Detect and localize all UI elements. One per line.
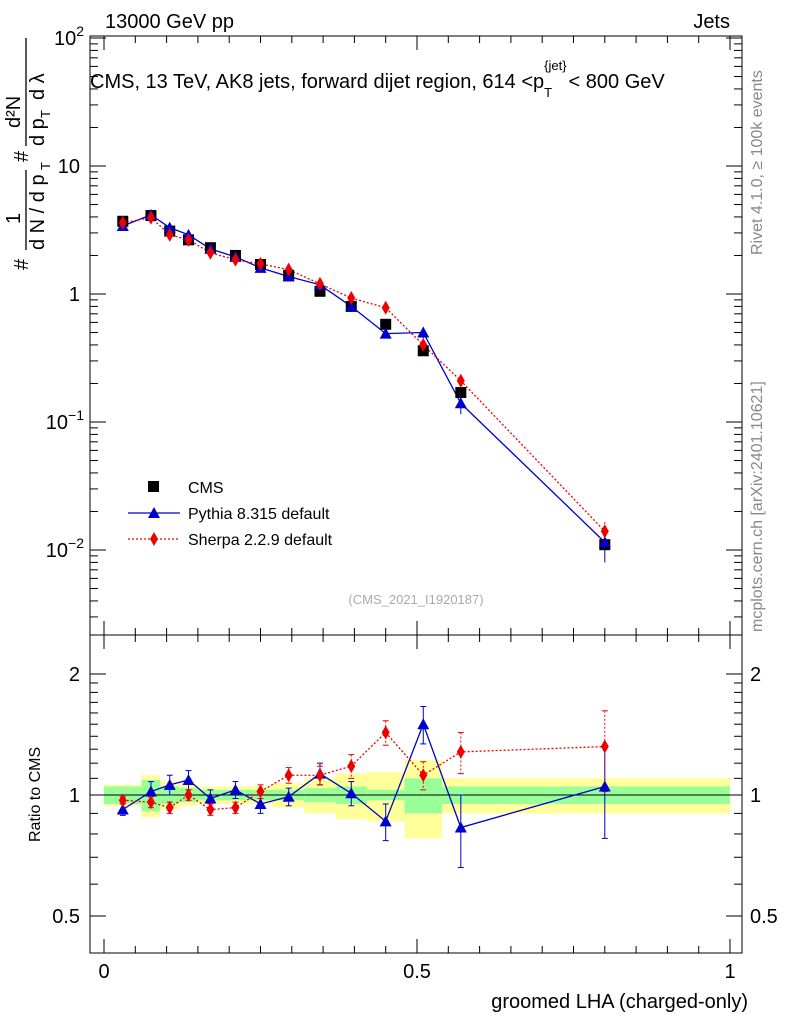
pythia-ratio-point — [144, 785, 157, 797]
sherpa-ratio-point — [419, 768, 428, 783]
sherpa-ratio-point — [456, 744, 465, 759]
y-tick-label: 10−2 — [46, 535, 84, 562]
svg-text:#: # — [11, 258, 33, 270]
pythia-ratio-point — [598, 780, 611, 792]
legend: CMS Pythia 8.315 default Sherpa 2.2.9 de… — [128, 480, 333, 549]
plot-title: CMS, 13 TeV, AK8 jets, forward dijet reg… — [90, 58, 665, 100]
ratio-y-label: Ratio to CMS — [27, 747, 44, 842]
svg-text:d λ: d λ — [27, 73, 49, 100]
ratio-y-tick-label: 2 — [69, 664, 80, 686]
sherpa-ratio-point — [347, 759, 356, 774]
band-green — [404, 778, 443, 814]
pythia-point — [345, 300, 358, 312]
pythia-ratio-point — [229, 783, 242, 795]
ratio-y-tick-label: 0.5 — [52, 906, 80, 928]
data-series — [116, 208, 611, 869]
uncertainty-bands — [104, 760, 730, 839]
sherpa-point — [347, 291, 356, 306]
legend-pythia-marker — [148, 507, 160, 518]
sherpa-point — [456, 373, 465, 388]
x-tick-label: 1 — [724, 961, 735, 983]
pythia-ratio-point — [163, 778, 176, 790]
sherpa-ratio-point — [256, 784, 265, 799]
sherpa-ratio-point — [165, 800, 174, 815]
cms-point — [455, 387, 467, 399]
ratio-y-tick-label-right: 2 — [750, 664, 761, 686]
svg-text:T: T — [38, 162, 53, 170]
sherpa-point — [231, 252, 240, 267]
svg-text:d N / d p: d N / d p — [27, 174, 49, 250]
pythia-ratio-point — [204, 792, 217, 804]
pythia-point — [379, 327, 392, 339]
pythia-ratio-point — [417, 718, 430, 730]
x-tick-label: 0.5 — [403, 961, 431, 983]
pythia-ratio-point — [379, 815, 392, 827]
legend-sherpa-marker — [150, 532, 158, 546]
pythia-ratio-point — [182, 773, 195, 785]
main-y-label: # 1 d N / d p T # d²N d p T d λ — [3, 38, 53, 270]
ratio-y-tick-label-right: 0.5 — [750, 906, 778, 928]
sherpa-point — [184, 232, 193, 247]
x-tick-label: 0 — [98, 961, 109, 983]
sherpa-point — [419, 337, 428, 352]
x-axis-label: groomed LHA (charged-only) — [491, 991, 748, 1013]
sherpa-point — [256, 256, 265, 271]
sherpa-point — [315, 276, 324, 291]
sherpa-ratio-point — [184, 788, 193, 802]
header-left: 13000 GeV pp — [105, 11, 234, 33]
pythia-ratio-point — [345, 787, 358, 799]
cms-point — [380, 318, 392, 330]
sherpa-point — [381, 300, 390, 315]
header-right: Jets — [693, 11, 730, 33]
pythia-ratio-point — [282, 790, 295, 802]
svg-text:T: T — [38, 110, 53, 118]
pythia-point — [417, 326, 430, 338]
y-tick-label: 10 — [58, 156, 80, 178]
y-tick-label: 102 — [54, 23, 84, 50]
ratio-plot-frame — [89, 634, 743, 954]
pythia-ratio-line — [122, 722, 605, 829]
svg-text:1: 1 — [3, 213, 25, 224]
sherpa-point — [165, 227, 174, 242]
cms-point — [314, 285, 326, 297]
sherpa-ratio-point — [284, 768, 293, 783]
analysis-id: (CMS_2021_I1920187) — [348, 592, 483, 607]
legend-pythia-label: Pythia 8.315 default — [188, 506, 330, 523]
ratio-y-tick-label: 1 — [69, 785, 80, 807]
pythia-point — [163, 221, 176, 233]
pythia-point — [454, 397, 467, 409]
legend-cms-marker — [148, 481, 159, 492]
sherpa-point — [600, 524, 609, 539]
sherpa-ratio-point — [231, 800, 240, 815]
mcplots-label: mcplots.cern.ch [arXiv:2401.10621] — [749, 381, 766, 632]
pythia-ratio-point — [254, 797, 267, 809]
sherpa-ratio-point — [315, 768, 324, 783]
sherpa-ratio-point — [146, 795, 155, 810]
svg-text:d²N: d²N — [3, 96, 25, 128]
y-tick-label: 1 — [69, 284, 80, 306]
ratio-y-tick-label-right: 1 — [750, 785, 761, 807]
sherpa-point — [284, 262, 293, 277]
sherpa-point — [206, 245, 215, 260]
sherpa-point — [146, 210, 155, 225]
svg-text:d p: d p — [27, 118, 49, 146]
legend-cms-label: CMS — [188, 480, 224, 497]
pythia-point — [598, 536, 611, 548]
sherpa-ratio-point — [600, 739, 609, 754]
sherpa-point — [118, 215, 127, 230]
sherpa-ratio-point — [206, 802, 215, 817]
y-tick-label: 10−1 — [46, 407, 84, 434]
pythia-ratio-point — [454, 821, 467, 833]
svg-text:#: # — [11, 150, 33, 162]
rivet-version-label: Rivet 4.1.0, ≥ 100k events — [749, 70, 766, 255]
pythia-ratio-point — [116, 803, 129, 815]
axis-ticks: 0 0.5 1 10−2 10−1 1 10 102 0.5 0.5 1 1 2 2 — [46, 23, 778, 983]
sherpa-ratio-point — [118, 793, 127, 808]
sherpa-ratio-point — [381, 725, 390, 740]
legend-sherpa-label: Sherpa 2.2.9 default — [188, 532, 333, 549]
